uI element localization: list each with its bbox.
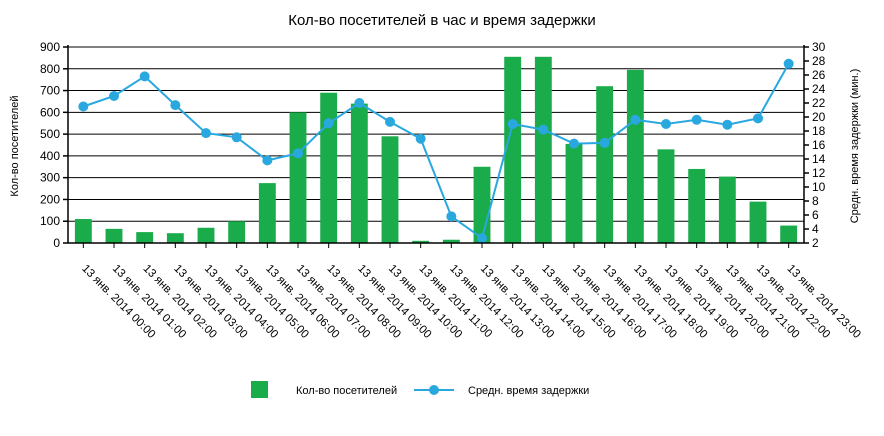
- bar: [258, 183, 276, 243]
- line-point: [231, 132, 242, 143]
- line-point: [446, 211, 457, 222]
- line-point: [78, 101, 89, 112]
- line-point: [538, 124, 549, 135]
- y2-tick-label: 28: [812, 54, 826, 68]
- y-tick-label: 700: [40, 84, 60, 98]
- bar: [626, 69, 644, 243]
- grid: [68, 46, 804, 222]
- bar: [688, 168, 706, 243]
- bar: [350, 103, 368, 243]
- line-point: [661, 119, 671, 129]
- bar: [166, 233, 184, 243]
- line-point: [262, 155, 273, 166]
- y-tick-label: 600: [40, 105, 60, 119]
- y-tick-label: 400: [40, 149, 60, 163]
- y2-tick-label: 6: [812, 208, 819, 222]
- line-point: [630, 114, 641, 125]
- line-point: [109, 91, 119, 101]
- y2-tick-label: 30: [812, 40, 826, 54]
- bar: [565, 143, 583, 243]
- line-point: [569, 138, 579, 149]
- legend-bar-swatch: [251, 381, 268, 398]
- line-point: [722, 119, 733, 130]
- bar: [718, 176, 736, 243]
- line-point: [477, 233, 487, 244]
- line-point: [323, 118, 334, 129]
- line-point: [783, 58, 794, 69]
- bar: [780, 225, 798, 243]
- y-tick-label: 100: [40, 214, 60, 228]
- y-tick-label: 800: [40, 62, 60, 76]
- y2-tick-label: 16: [812, 138, 826, 152]
- y-tick-label: 0: [53, 236, 60, 250]
- chart-title: Кол-во посетителей в час и время задержк…: [288, 12, 595, 29]
- bar: [320, 92, 338, 243]
- line-point: [293, 148, 303, 159]
- y2-tick-label: 24: [812, 82, 826, 96]
- y2-tick-label: 20: [812, 110, 826, 124]
- line-point: [691, 114, 702, 125]
- legend-line-label: Средн. время задержки: [468, 385, 589, 397]
- bar: [289, 112, 307, 243]
- bar-series: [74, 56, 798, 243]
- legend-line-marker: [429, 385, 439, 395]
- line-point: [507, 119, 518, 129]
- line-point: [170, 100, 181, 111]
- bar: [228, 221, 246, 243]
- bar: [749, 201, 767, 243]
- y2-tick-label: 26: [812, 68, 826, 82]
- bar: [442, 239, 460, 243]
- y2-tick-label: 8: [812, 194, 819, 208]
- y-tick-label: 300: [40, 171, 60, 185]
- y-axis-label: Кол-во посетителей: [9, 95, 21, 196]
- line-point: [139, 71, 150, 82]
- line-point: [385, 116, 395, 127]
- bar: [412, 240, 430, 243]
- bar: [473, 166, 491, 243]
- line-point: [753, 113, 763, 124]
- legend: Кол-во посетителей Средн. время задержки: [251, 381, 589, 398]
- bar: [657, 149, 675, 243]
- bar: [534, 56, 552, 243]
- line-point: [201, 128, 211, 139]
- bar: [105, 228, 123, 243]
- line-point: [415, 133, 426, 144]
- line-point: [354, 98, 365, 108]
- y2-axis-label: Средн. время задержки (мин.): [849, 69, 861, 224]
- line-point: [599, 137, 610, 148]
- bar: [74, 219, 92, 243]
- y2-tick-label: 2: [812, 236, 819, 250]
- y2-tick-label: 10: [812, 180, 826, 194]
- y2-tick-label: 18: [812, 124, 826, 138]
- y2-tick-label: 4: [812, 222, 819, 236]
- y2-tick-label: 22: [812, 96, 826, 110]
- y2-tick-label: 14: [812, 152, 826, 166]
- bar: [596, 86, 614, 243]
- bar: [136, 232, 154, 243]
- bar: [381, 136, 399, 243]
- y2-tick-label: 12: [812, 166, 826, 180]
- y-tick-label: 500: [40, 127, 60, 141]
- bar: [504, 56, 522, 243]
- legend-bar-label: Кол-во посетителей: [296, 385, 397, 397]
- axes: 0100200300400500600700800900246810121416…: [40, 40, 863, 341]
- y-tick-label: 200: [40, 192, 60, 206]
- y-tick-label: 900: [40, 40, 60, 54]
- line-series: [78, 58, 794, 244]
- bar: [197, 227, 215, 243]
- series-line: [83, 63, 790, 240]
